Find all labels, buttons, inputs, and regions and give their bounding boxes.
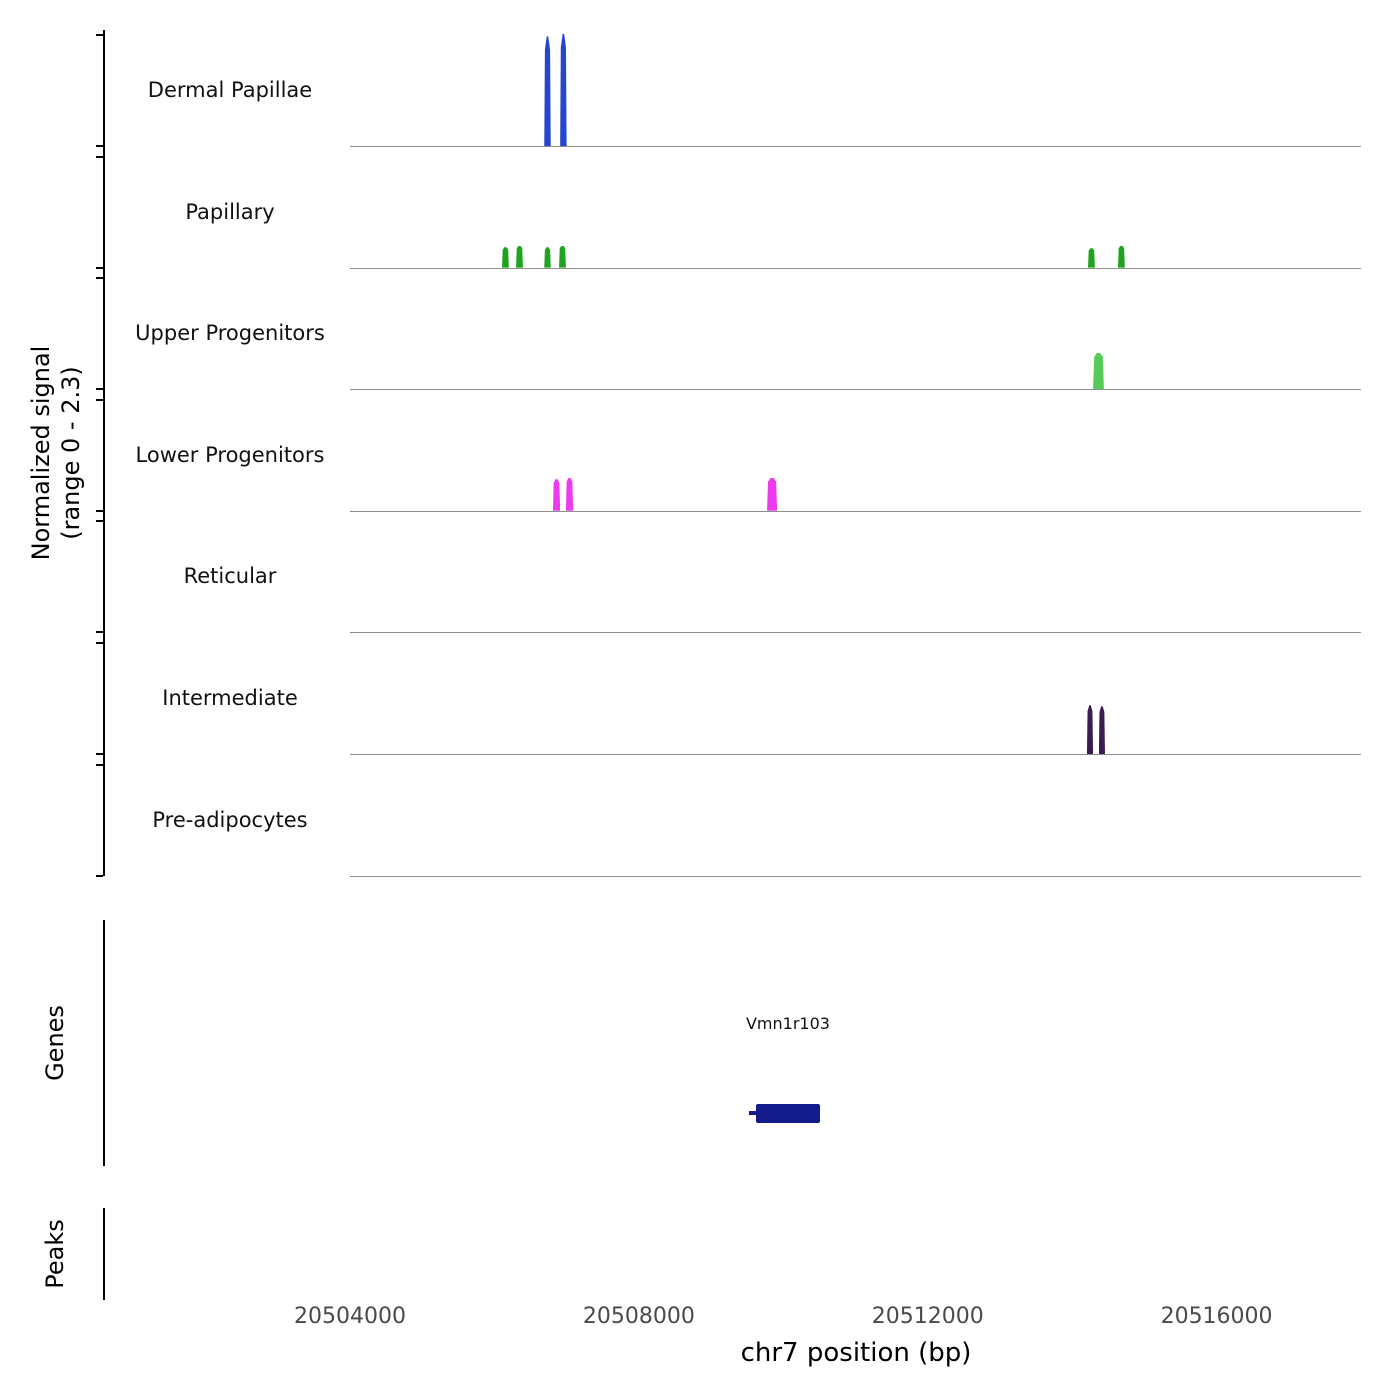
track-baseline-dermal-papillae bbox=[350, 146, 1361, 147]
track-baseline-pre-adipocytes bbox=[350, 875, 1361, 877]
y-axis-label: Normalized signal (range 0 - 2.3) bbox=[26, 153, 86, 753]
axis-tick bbox=[96, 266, 103, 269]
track-label-intermediate: Intermediate bbox=[162, 686, 298, 710]
axis-tick bbox=[96, 753, 103, 755]
signal-peak-lower-progenitors bbox=[565, 477, 574, 511]
genes-section-label: Genes bbox=[41, 1005, 69, 1081]
signal-peak-dermal-papillae bbox=[544, 36, 551, 146]
x-tick-label: 20516000 bbox=[1160, 1304, 1273, 1329]
x-axis-title: chr7 position (bp) bbox=[740, 1338, 972, 1368]
axis-tick bbox=[96, 34, 103, 36]
track-label-reticular: Reticular bbox=[183, 564, 277, 589]
x-tick-label: 20512000 bbox=[871, 1304, 984, 1329]
signal-peak-lower-progenitors bbox=[767, 477, 778, 511]
axis-tick bbox=[96, 509, 103, 512]
y-axis-label-line2: (range 0 - 2.3) bbox=[57, 366, 85, 540]
track-label-pre-adipocytes: Pre-adipocytes bbox=[152, 807, 308, 832]
track-baseline-reticular bbox=[350, 632, 1361, 634]
signal-peak-intermediate bbox=[1086, 705, 1094, 754]
signal-peak-papillary bbox=[544, 247, 551, 268]
signal-peak-intermediate bbox=[1098, 706, 1105, 754]
axis-tick bbox=[96, 398, 103, 401]
signal-peak-papillary bbox=[1117, 245, 1125, 268]
signal-peak-lower-progenitors bbox=[552, 479, 561, 511]
signal-peak-papillary bbox=[502, 247, 509, 268]
signal-peak-upper-progenitors bbox=[1093, 352, 1104, 390]
track-label-dermal-papillae: Dermal Papillae bbox=[147, 78, 313, 102]
axis-tick bbox=[96, 520, 103, 523]
gene-name: Vmn1r103 bbox=[745, 1014, 830, 1033]
axis-tick bbox=[96, 155, 103, 158]
axis-tick bbox=[96, 277, 103, 280]
peaks-section-label: Peaks bbox=[41, 1219, 69, 1289]
axis-tick bbox=[96, 388, 103, 391]
x-tick-label: 20508000 bbox=[582, 1304, 695, 1329]
genes-axis-spine bbox=[103, 920, 105, 1166]
signal-peak-papillary bbox=[559, 245, 566, 268]
track-baseline-lower-progenitors bbox=[350, 510, 1361, 512]
track-label-lower-progenitors: Lower Progenitors bbox=[135, 442, 325, 467]
axis-tick bbox=[96, 642, 103, 644]
axis-tick bbox=[96, 145, 103, 147]
axis-tick bbox=[96, 874, 103, 877]
signal-peak-papillary bbox=[1088, 248, 1095, 268]
gene-body bbox=[755, 1104, 821, 1123]
x-tick-label: 20504000 bbox=[294, 1304, 406, 1329]
track-baseline-papillary bbox=[350, 267, 1361, 269]
peaks-axis-spine bbox=[103, 1208, 105, 1300]
axis-tick bbox=[96, 631, 103, 634]
signal-axis-spine bbox=[103, 30, 105, 876]
track-label-papillary: Papillary bbox=[185, 199, 275, 224]
signal-peak-papillary bbox=[516, 245, 523, 268]
signal-peak-dermal-papillae bbox=[560, 34, 567, 146]
track-label-upper-progenitors: Upper Progenitors bbox=[135, 321, 325, 346]
y-axis-label-line1: Normalized signal bbox=[27, 345, 55, 561]
track-baseline-intermediate bbox=[350, 754, 1361, 755]
axis-tick bbox=[96, 763, 103, 766]
track-baseline-upper-progenitors bbox=[350, 389, 1361, 391]
